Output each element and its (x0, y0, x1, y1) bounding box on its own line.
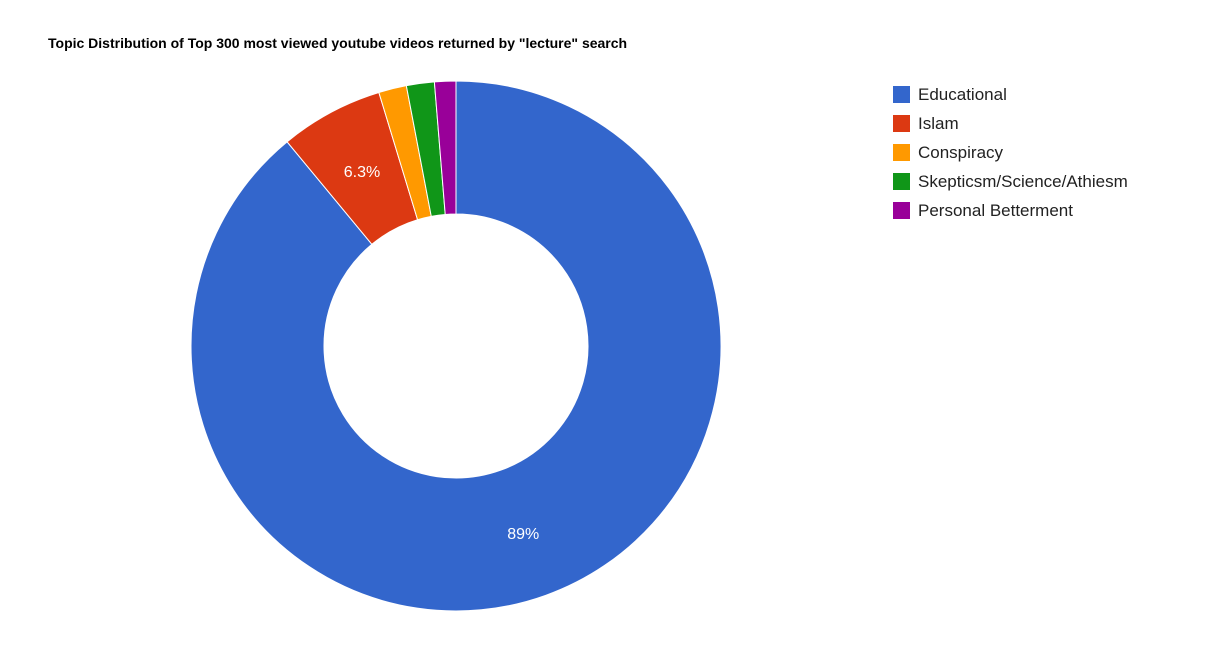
legend-swatch (893, 86, 910, 103)
legend-label: Skepticsm/Science/Athiesm (918, 171, 1128, 191)
legend-label: Conspiracy (918, 142, 1004, 162)
slice-educational[interactable] (190, 80, 722, 612)
legend-item-conspiracy[interactable]: Conspiracy (893, 138, 1128, 167)
slice-personal-betterment[interactable] (433, 80, 457, 215)
legend-swatch (893, 144, 910, 161)
chart-title: Topic Distribution of Top 300 most viewe… (48, 35, 628, 51)
legend-label: Educational (918, 84, 1007, 104)
slice-label-islam: 6.3% (344, 164, 380, 181)
legend-swatch (893, 202, 910, 219)
slice-label-educational: 89% (507, 526, 539, 543)
legend-item-skepticsm-science-athiesm[interactable]: Skepticsm/Science/Athiesm (893, 167, 1128, 196)
legend-item-educational[interactable]: Educational (893, 80, 1128, 109)
legend-item-islam[interactable]: Islam (893, 109, 1128, 138)
legend-swatch (893, 115, 910, 132)
legend-swatch (893, 173, 910, 190)
legend-label: Islam (918, 113, 959, 133)
legend-label: Personal Betterment (918, 200, 1073, 220)
legend: Educational Islam Conspiracy Skepticsm/Scie… (893, 80, 1128, 225)
legend-item-personal-betterment[interactable]: Personal Betterment (893, 196, 1128, 225)
